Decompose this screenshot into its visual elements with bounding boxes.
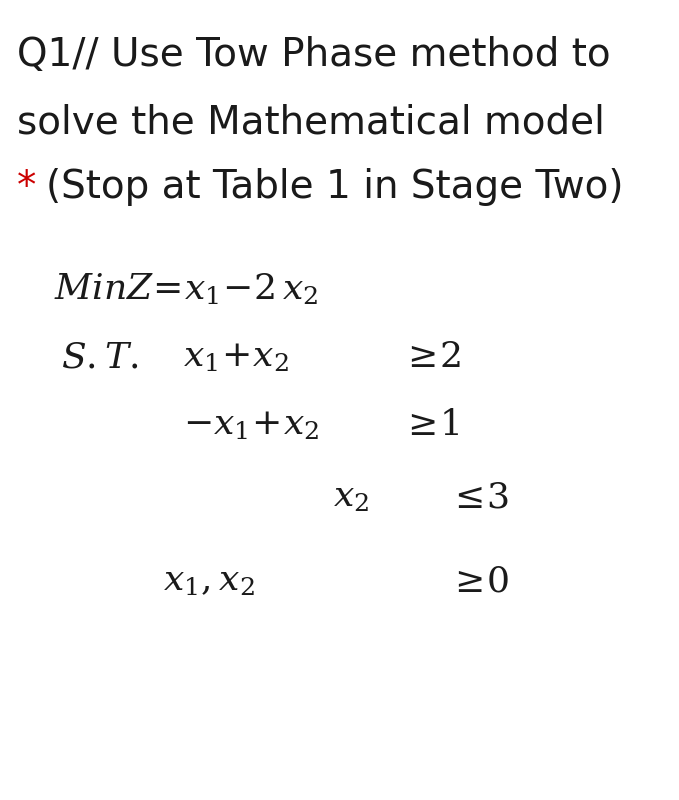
Text: (Stop at Table 1 in Stage Two): (Stop at Table 1 in Stage Two) [46, 168, 624, 206]
Text: solve the Mathematical model: solve the Mathematical model [17, 104, 605, 142]
Text: $\geq\!1$: $\geq\!1$ [401, 408, 459, 442]
Text: $x_1\!+\!x_2$: $x_1\!+\!x_2$ [183, 340, 289, 374]
Text: *: * [17, 168, 37, 206]
Text: $\geq\!0$: $\geq\!0$ [448, 564, 509, 598]
Text: Q1// Use Tow Phase method to: Q1// Use Tow Phase method to [17, 36, 610, 74]
Text: $-x_1\!+\!x_2$: $-x_1\!+\!x_2$ [183, 408, 320, 442]
Text: $\leq\!3$: $\leq\!3$ [448, 480, 509, 514]
Text: $\mathit{S.T.}$: $\mathit{S.T.}$ [61, 340, 139, 374]
Text: $\geq\!2$: $\geq\!2$ [401, 340, 460, 374]
Text: $\mathit{Min}Z\!=\!x_1\!-\!2\,x_2$: $\mathit{Min}Z\!=\!x_1\!-\!2\,x_2$ [54, 272, 319, 307]
Text: $x_1,x_2$: $x_1,x_2$ [163, 564, 255, 598]
Text: $x_2$: $x_2$ [333, 480, 369, 514]
